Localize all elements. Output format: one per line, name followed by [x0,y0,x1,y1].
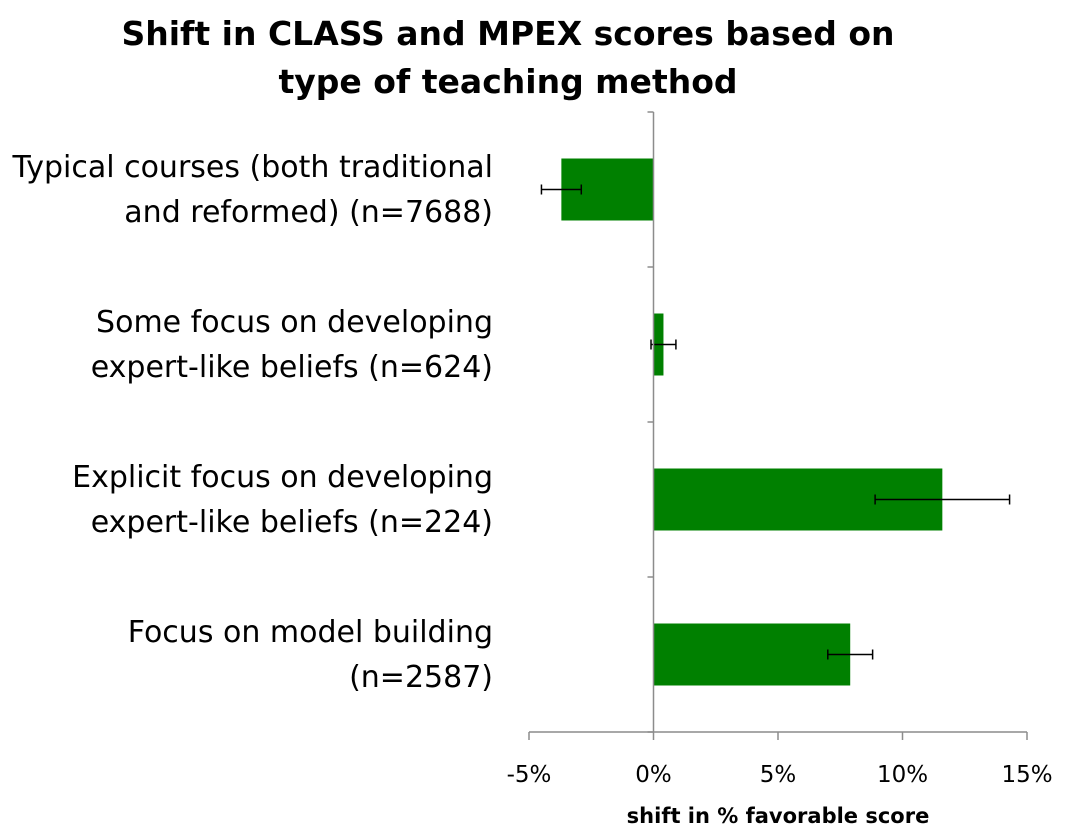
x-tick-label: 0% [635,762,672,788]
x-axis-label: shift in % favorable score [627,804,930,828]
bars-group [561,158,943,686]
category-label-2-line-1: Some focus on developing [96,305,493,340]
category-label-1-line-1: Typical courses (both traditional [12,150,493,185]
x-tick-label: 15% [1001,762,1052,788]
error-bar-1 [540,184,583,195]
category-label-3-line-2: expert-like beliefs (n=224) [91,505,493,540]
bar-4 [653,623,851,686]
category-label-1-line-2: and reformed) (n=7688) [124,195,493,230]
category-label-2-line-2: expert-like beliefs (n=624) [91,350,493,385]
tick-labels-group: -5% 0% 5% 10% 15% [507,762,1053,788]
error-bar-3 [874,494,1011,505]
category-label-3-line-1: Explicit focus on developing [72,460,493,495]
axes-group [528,111,1028,740]
error-bar-4 [827,649,874,660]
category-label-4-line-2: (n=2587) [349,660,493,695]
error-bars-group [540,184,1011,660]
category-label-4-line-1: Focus on model building [128,615,493,650]
chart-title-line-1: Shift in CLASS and MPEX scores based on [121,14,894,53]
chart-title-line-2: type of teaching method [278,62,737,101]
x-tick-label: 10% [877,762,928,788]
error-bar-2 [650,339,677,350]
x-tick-label: -5% [507,762,552,788]
x-tick-label: 5% [760,762,797,788]
category-labels-group: Typical courses (both traditional and ref… [12,150,493,695]
